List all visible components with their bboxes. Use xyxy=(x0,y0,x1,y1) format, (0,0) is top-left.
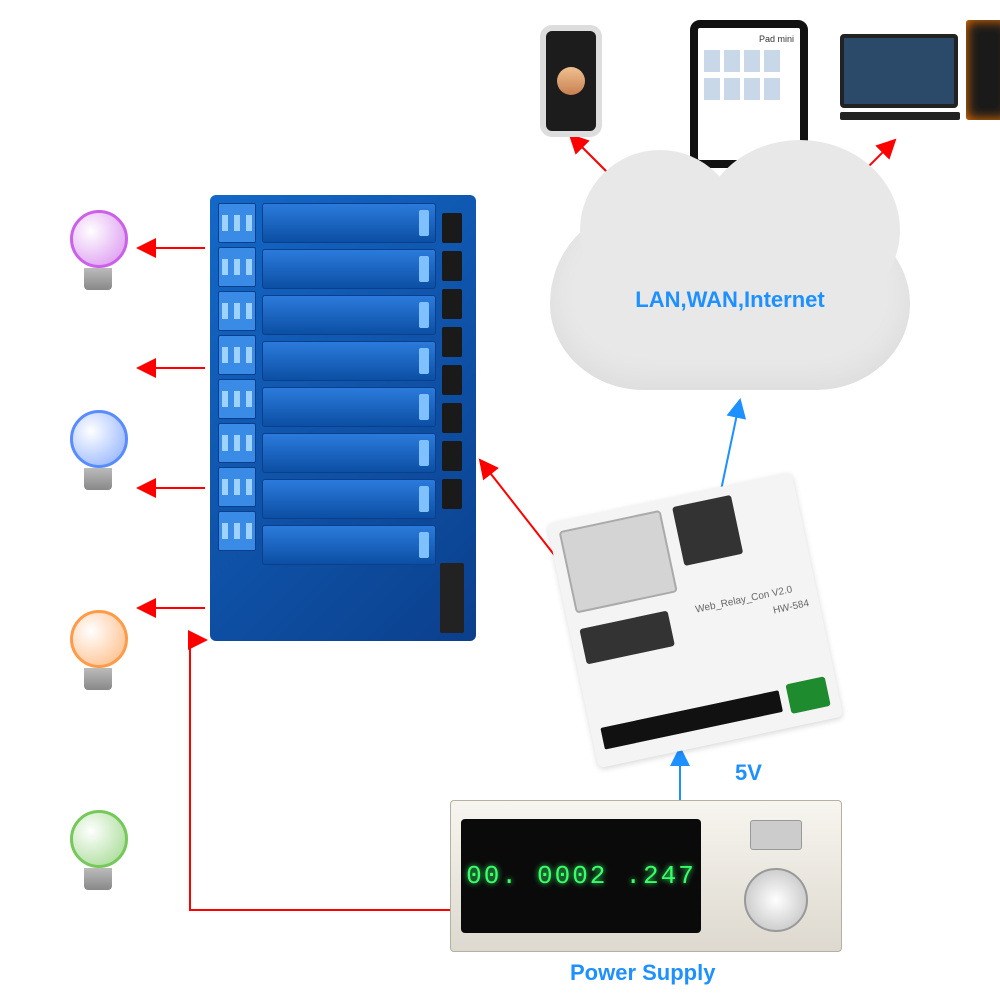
controller-board: Web_Relay_Con V2.0 HW-584 xyxy=(547,472,844,769)
cloud: LAN,WAN,Internet xyxy=(550,210,910,390)
screw-terminal-icon xyxy=(785,676,830,714)
bulb-icon xyxy=(70,210,128,268)
bulb-3 xyxy=(70,610,126,690)
bulb-4 xyxy=(70,810,126,890)
phone-icon xyxy=(540,25,602,137)
psu-display: 00. 0002 .247 xyxy=(461,819,701,933)
psu-reading-3: .247 xyxy=(625,861,695,891)
tablet-label: Pad mini xyxy=(704,34,794,44)
device-phone xyxy=(540,25,602,137)
bulb-icon xyxy=(70,410,128,468)
psu-button xyxy=(750,820,802,850)
psu-reading-2: 0002 xyxy=(537,861,607,891)
label-5v: 5V xyxy=(735,760,762,786)
psu-reading-1: 00. xyxy=(466,861,519,891)
arrow-ctrl-to-cloud xyxy=(720,400,740,495)
ic-chip-icon xyxy=(672,495,743,566)
bulb-icon xyxy=(70,610,128,668)
cloud-label: LAN,WAN,Internet xyxy=(635,287,824,313)
device-pc xyxy=(840,20,1000,120)
relay-right-col xyxy=(436,203,468,633)
wire-psu-to-relay xyxy=(190,640,450,910)
ethernet-jack-icon xyxy=(559,510,678,614)
relay-terminals xyxy=(218,203,256,633)
psu-knob-icon xyxy=(744,868,808,932)
power-supply: 00. 0002 .247 xyxy=(450,800,842,952)
relay-board xyxy=(210,195,476,641)
relay-pin-header xyxy=(440,563,464,633)
label-power-supply: Power Supply xyxy=(570,960,715,986)
bulb-2 xyxy=(70,410,126,490)
relay-cubes xyxy=(262,203,436,633)
pc-icon xyxy=(840,20,1000,120)
bulb-1 xyxy=(70,210,126,290)
bulb-icon xyxy=(70,810,128,868)
